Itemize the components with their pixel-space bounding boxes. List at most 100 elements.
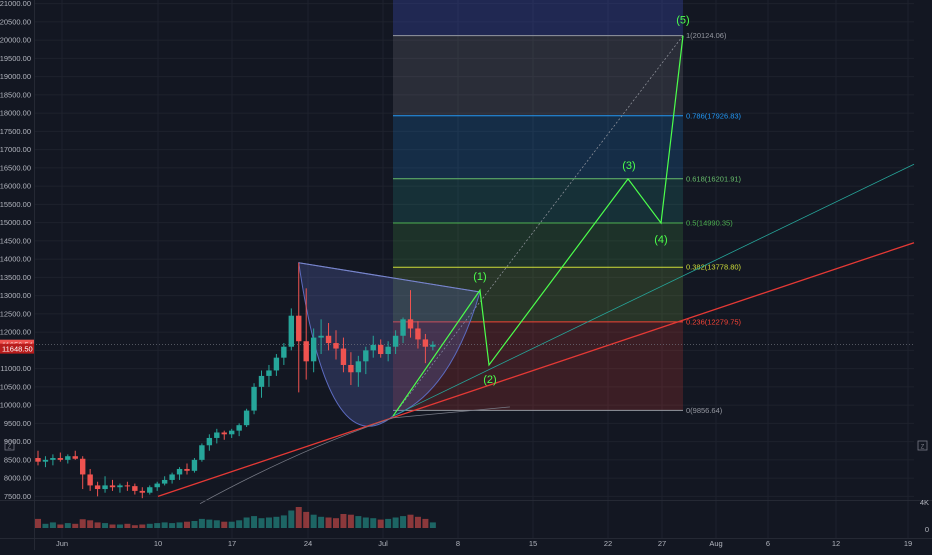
volume-bar: [176, 522, 183, 528]
time-tick-label: 22: [604, 539, 612, 548]
candle-body: [407, 319, 414, 329]
volume-bar: [429, 522, 436, 528]
volume-bar: [310, 514, 317, 528]
candle-body: [35, 458, 41, 462]
price-tick-label: 8500.00: [4, 455, 31, 464]
candle-body: [154, 483, 160, 488]
candle-body: [65, 456, 71, 460]
volume-bar: [280, 515, 287, 528]
candle-body: [94, 485, 101, 490]
candle-body: [273, 357, 280, 371]
volume-bar: [340, 514, 347, 528]
volume-bar: [154, 523, 161, 528]
time-tick-label: 17: [228, 539, 236, 548]
volume-bar: [191, 521, 198, 528]
cup-curve: [298, 262, 481, 427]
time-tick-label: 6: [766, 539, 770, 548]
candle-body: [206, 437, 213, 446]
candle-body: [229, 430, 235, 435]
volume-bar: [273, 516, 280, 528]
candle-body: [333, 343, 339, 349]
fib-zone: [393, 178, 683, 223]
price-tick-label: 11000.00: [0, 364, 31, 373]
z-icon: [4, 440, 15, 451]
fib-level-label: 0.382(13778.80): [686, 263, 742, 272]
candle-body: [161, 479, 168, 484]
volume-bar: [102, 523, 109, 528]
candle-body: [378, 344, 384, 355]
time-tick-label: Aug: [709, 539, 722, 548]
z-icon-glyph: Z: [8, 445, 12, 451]
wave-label: (1): [473, 271, 486, 283]
volume-bar: [251, 516, 258, 528]
candle-body: [325, 335, 332, 344]
volume-bar: [87, 520, 94, 528]
candle-body: [258, 375, 265, 387]
fib-zone: [393, 0, 683, 36]
time-tick-label: 27: [658, 539, 666, 548]
volume-bar: [35, 518, 41, 528]
volume-bar: [94, 522, 101, 528]
grid: [34, 0, 914, 538]
volume-bar: [116, 524, 123, 528]
fib-level-label: 0.236(12279.75): [686, 317, 742, 326]
wave-label: (4): [654, 234, 667, 246]
price-tick-label: 13500.00: [0, 273, 31, 282]
candle-body: [430, 344, 436, 347]
candle-body: [288, 315, 294, 347]
volume-bar: [124, 523, 131, 528]
fib-level-label: 0.618(16201.91): [686, 174, 742, 183]
fib-level-label: 1(20124.06): [686, 31, 727, 40]
price-tick-label: 13000.00: [0, 291, 31, 300]
fib-level-label: 0.5(14990.35): [686, 218, 733, 227]
fib-zone: [393, 267, 683, 322]
volume-bar: [347, 514, 354, 528]
candle-body: [72, 456, 78, 459]
candles: [35, 262, 436, 499]
volume-bar: [184, 521, 190, 528]
candle-body: [191, 459, 198, 471]
candle-body: [221, 432, 227, 435]
fib-level-label: 0.786(17926.83): [686, 111, 742, 120]
time-axis-border: [0, 538, 932, 539]
candle-body: [50, 458, 56, 460]
volume-bar: [243, 517, 250, 528]
price-tick-label: 17500.00: [0, 127, 31, 136]
candle-body: [199, 445, 205, 460]
price-tick-label: 18500.00: [0, 90, 31, 99]
volume-bar: [333, 518, 339, 528]
wave-label: (5): [676, 15, 689, 27]
volume-axis-bottom-label: 0: [925, 525, 929, 534]
candle-body: [392, 335, 399, 347]
volume-bar: [72, 523, 79, 528]
candle-body: [42, 459, 49, 462]
volume-bar: [318, 516, 325, 528]
price-tick-label: 17000.00: [0, 145, 31, 154]
volume-bar: [42, 523, 49, 528]
volume-bar: [407, 514, 414, 528]
time-tick-label: 19: [904, 539, 912, 548]
candle-body: [102, 485, 108, 490]
price-tick-label: 20000.00: [0, 36, 31, 45]
volume-bar: [370, 518, 377, 528]
candle-body: [132, 486, 138, 491]
z-icon-right-glyph: Z: [921, 445, 925, 451]
moving-average-line: [199, 406, 511, 504]
candle-body: [422, 339, 429, 347]
price-tick-label: 20500.00: [0, 17, 31, 26]
candle-body: [184, 468, 190, 471]
candle-body: [117, 485, 123, 488]
volume-bar: [161, 522, 168, 528]
candle-body: [281, 346, 287, 358]
volume-bar: [265, 517, 272, 528]
candle-body: [303, 341, 309, 362]
fib-zone: [393, 222, 683, 268]
z-icon-right: [917, 440, 928, 451]
volume-bar: [49, 522, 56, 528]
volume-axis-top-label: 4K: [920, 498, 929, 507]
volume-bar: [146, 523, 153, 528]
volume-bar: [303, 511, 310, 528]
time-axis: Jun 10 17 24 Jul 8 15 22 27 Aug 6 12 19: [56, 539, 912, 548]
